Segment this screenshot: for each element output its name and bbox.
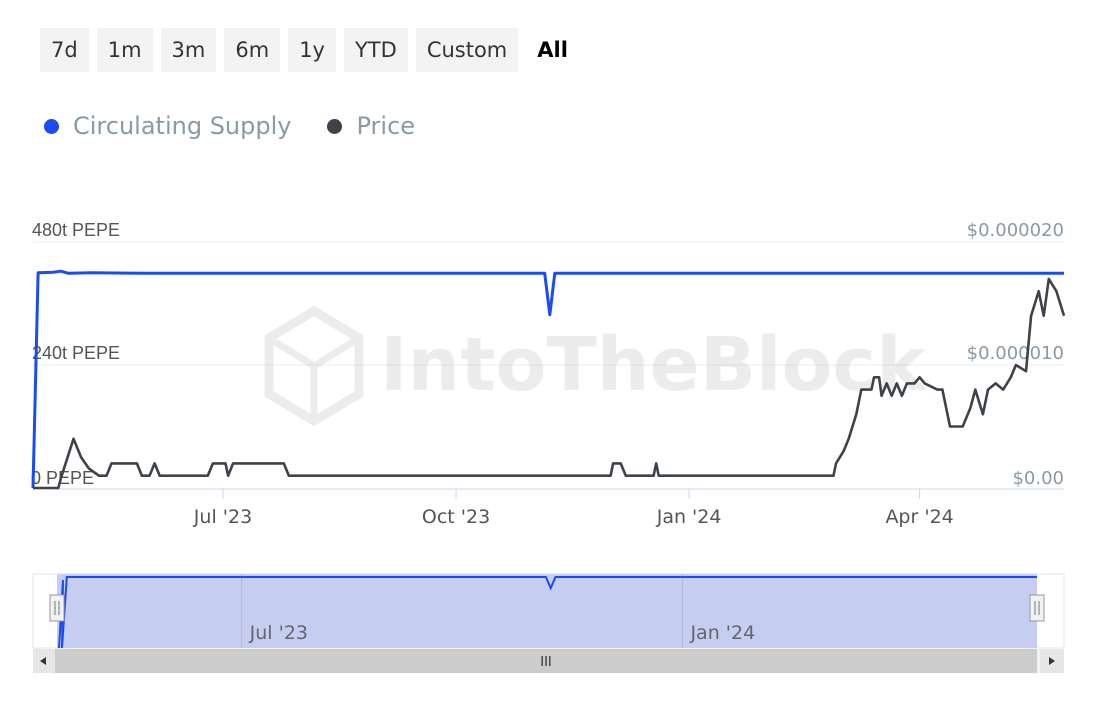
y-right-tick-label: $0.000020 (967, 220, 1064, 241)
series-line-circulating-supply[interactable] (31, 269, 1064, 489)
y-left-tick-label: 480t PEPE (32, 220, 120, 240)
arrow-right-icon (1049, 657, 1055, 665)
legend-label-price: Price (356, 112, 416, 140)
watermark-text: IntoTheBlock (380, 322, 927, 408)
y-right-tick-label: $0.00 (1012, 468, 1064, 489)
main-chart[interactable]: IntoTheBlock Jul '23 Oct '23 Jan '24 Apr '24… (0, 190, 1096, 535)
scrollbar-grip: III (540, 655, 552, 670)
y-left-tick-label: 240t PEPE (32, 343, 120, 363)
navigator-left-handle[interactable] (49, 594, 65, 622)
y-right-tick-label: $0.000010 (967, 343, 1064, 364)
chart-navigator[interactable]: Jul '23 Jan '24 III (0, 570, 1096, 680)
scrollbar-thumb[interactable] (55, 649, 1037, 673)
y-left-tick-label: 0 PEPE (31, 468, 94, 488)
range-button-1y[interactable]: 1y (288, 28, 336, 72)
range-button-1m[interactable]: 1m (96, 28, 153, 72)
range-button-ytd[interactable]: YTD (343, 28, 408, 72)
navigator-series-circulating-supply (58, 576, 1037, 649)
range-button-6m[interactable]: 6m (224, 28, 281, 72)
range-button-7d[interactable]: 7d (40, 28, 89, 72)
x-tick-label: Oct '23 (422, 506, 490, 528)
navigator-right-handle[interactable] (1029, 594, 1045, 622)
range-button-custom[interactable]: Custom (415, 28, 519, 72)
scroll-right-button[interactable] (1040, 649, 1064, 673)
arrow-left-icon (40, 657, 46, 665)
watermark-logo: IntoTheBlock (264, 305, 927, 427)
drag-handle-icon (49, 594, 65, 622)
navigator-x-label: Jul '23 (249, 622, 308, 644)
watermark-cube-lines-icon (267, 335, 361, 421)
watermark-hexagon-icon (264, 305, 364, 427)
navigator-x-label: Jan '24 (689, 622, 755, 644)
x-tick-label: Jul '23 (193, 506, 252, 528)
legend-item-circulating-supply[interactable]: Circulating Supply (44, 112, 291, 140)
legend-label-circulating-supply: Circulating Supply (73, 112, 292, 140)
price-dot-icon (327, 118, 343, 134)
range-button-3m[interactable]: 3m (160, 28, 217, 72)
legend-item-price[interactable]: Price (327, 112, 415, 140)
series-line-price[interactable] (33, 277, 1066, 490)
x-tick-label: Apr '24 (885, 506, 953, 528)
time-range-selector: 7d 1m 3m 6m 1y YTD Custom All (40, 28, 579, 72)
drag-handle-icon (1029, 594, 1045, 622)
circulating-supply-dot-icon (44, 118, 59, 134)
chart-legend: Circulating Supply Price (44, 112, 415, 140)
scroll-left-button[interactable] (33, 649, 55, 673)
range-button-all[interactable]: All (526, 28, 579, 72)
navigator-selection[interactable] (57, 574, 1037, 648)
x-tick-label: Jan '24 (656, 506, 722, 528)
